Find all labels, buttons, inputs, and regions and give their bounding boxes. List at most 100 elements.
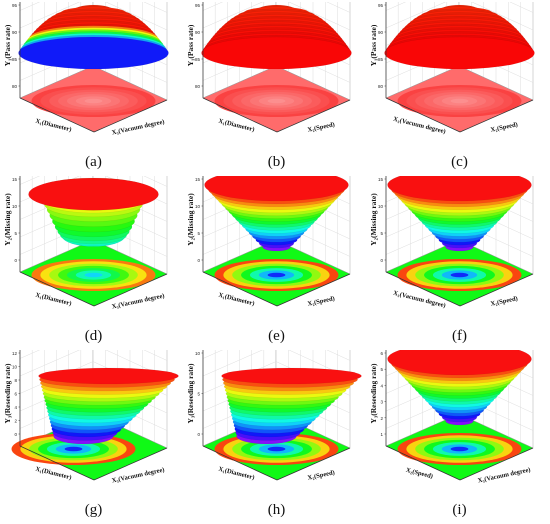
- panel-caption: (a): [85, 154, 102, 170]
- x-axis-title: X₁(Diameter): [218, 466, 256, 482]
- floor-contour: [385, 65, 534, 133]
- z-tick-label: 0: [197, 258, 200, 263]
- z-tick-label: 1: [380, 432, 383, 437]
- floor-contour: [385, 239, 534, 307]
- z-axis-title: Y₁(Pass rate): [186, 24, 195, 66]
- floor-contour: [19, 239, 168, 307]
- x-axis-title: X₂(Speed): [405, 467, 433, 480]
- y-axis-title: X₂(Speed): [307, 469, 335, 482]
- z-tick-label: 10: [195, 351, 201, 356]
- z-tick-label: 10: [12, 365, 18, 370]
- axes: 0 5 10 15: [195, 176, 351, 307]
- panel-a: 80 85 90 95 Y₁(Pass rate) X₁(Diameter) X₃(Vacu…: [2, 2, 185, 176]
- x-axis-title: X₁(Diameter): [35, 292, 73, 308]
- axes: 80 85 90 95: [12, 2, 168, 133]
- z-tick-label: 0: [14, 258, 17, 263]
- floor-contour: [202, 239, 351, 307]
- z-tick-label: 5: [197, 392, 200, 397]
- response-surface: [28, 177, 159, 247]
- z-tick-label: 80: [195, 84, 201, 89]
- z-tick-label: 10: [12, 204, 18, 209]
- panel-caption: (i): [452, 502, 467, 518]
- response-surface: [204, 176, 349, 252]
- z-tick-label: 5: [380, 367, 383, 372]
- response-surface: [201, 4, 352, 70]
- z-tick-label: 4: [14, 405, 17, 410]
- panel-b: 80 85 90 95 Y₁(Pass rate) X₁(Diameter) X₂(Spee…: [185, 2, 368, 176]
- z-tick-label: 3: [380, 400, 383, 405]
- z-tick-label: 5: [197, 231, 200, 236]
- z-axis-title: Y₂(Missing rate): [369, 193, 378, 246]
- x-axis-title: X₁(Diameter): [218, 118, 256, 134]
- z-tick-label: 5: [380, 231, 383, 236]
- z-tick-label: 0: [380, 258, 383, 263]
- z-axis-title: Y₂(Missing rate): [186, 193, 195, 246]
- axes: 80 85 90 95: [378, 2, 534, 133]
- z-axis-title: Y₁(Pass rate): [3, 24, 12, 66]
- floor-contour: [385, 413, 534, 481]
- x-axis-title: X₁(Diameter): [218, 292, 256, 308]
- z-tick-label: 10: [378, 204, 384, 209]
- axes: 80 85 90 95: [195, 2, 351, 133]
- z-tick-label: 85: [195, 57, 201, 62]
- response-surface: [18, 4, 169, 70]
- panel-g: 0 2 4 6 8 10 12 Y₃(Reseeding rate) X₁(Diameter) X…: [2, 350, 185, 524]
- x-axis-title: X₁(Diameter): [35, 466, 73, 482]
- z-tick-label: 95: [12, 3, 18, 8]
- z-tick-label: 85: [12, 57, 18, 62]
- response-surface: [221, 367, 362, 445]
- response-surface: [384, 4, 535, 70]
- z-axis-title: Y₃(Reseeding rate): [186, 363, 195, 423]
- y-axis-title: X₂(Speed): [307, 121, 335, 134]
- z-tick-label: 15: [195, 177, 201, 182]
- z-tick-label: 90: [378, 30, 384, 35]
- axes: 0 5 10: [195, 350, 351, 481]
- z-tick-label: 4: [380, 383, 383, 388]
- z-axis-title: Y₁(Pass rate): [369, 24, 378, 66]
- panel-d: 0 5 10 15 Y₂(Missing rate) X₁(Diameter) X₃(Vac…: [2, 176, 185, 350]
- response-surface: [38, 367, 179, 445]
- panel-caption: (b): [267, 154, 286, 170]
- z-tick-label: 10: [195, 204, 201, 209]
- panel-caption: (c): [451, 154, 468, 170]
- panel-h: 0 5 10 Y₃(Reseeding rate) X₁(Diameter) X₂(Spe…: [185, 350, 368, 524]
- floor-contour: [19, 65, 168, 133]
- floor-contour: [202, 65, 351, 133]
- z-axis-title: Y₃(Reseeding rate): [3, 363, 12, 423]
- axes: 0 5 10 15: [378, 176, 534, 307]
- surface-plot: 0 5 10 15 Y₂(Missing rate) X₁(Diameter) X₂(Spe…: [186, 176, 351, 308]
- response-surface: [387, 350, 532, 426]
- z-tick-label: 85: [378, 57, 384, 62]
- panel-caption: (f): [452, 328, 467, 344]
- z-axis-title: Y₃(Reseeding rate): [369, 363, 378, 423]
- z-tick-label: 8: [14, 378, 17, 383]
- z-tick-label: 0: [14, 432, 17, 437]
- floor-contour: [202, 413, 351, 481]
- response-surface: [387, 176, 532, 252]
- z-tick-label: 80: [378, 84, 384, 89]
- surface-plot: 0 5 10 Y₃(Reseeding rate) X₁(Diameter) X₂(Spe…: [186, 350, 362, 482]
- z-tick-label: 90: [12, 30, 18, 35]
- panel-c: 80 85 90 95 Y₁(Pass rate) X₃(Vacuum degree) X₂…: [368, 2, 550, 176]
- panel-i: 1 2 3 4 5 6 Y₃(Reseeding rate) X₂(Speed) X₃(Vacu…: [368, 350, 550, 524]
- panel-e: 0 5 10 15 Y₂(Missing rate) X₁(Diameter) X₂(Spe…: [185, 176, 368, 350]
- z-tick-label: 6: [380, 351, 383, 356]
- axes: 1 2 3 4 5 6: [380, 350, 534, 481]
- y-axis-title: X₂(Speed): [490, 121, 518, 134]
- z-tick-label: 2: [380, 416, 383, 421]
- z-tick-label: 15: [12, 177, 18, 182]
- z-tick-label: 2: [14, 419, 17, 424]
- z-tick-label: 5: [14, 231, 17, 236]
- axes: 0 5 10 15: [12, 176, 168, 307]
- z-tick-label: 6: [14, 392, 17, 397]
- axes: 0 2 4 6 8 10 12: [12, 350, 168, 481]
- z-tick-label: 90: [195, 30, 201, 35]
- z-tick-label: 0: [197, 432, 200, 437]
- z-axis-title: Y₂(Missing rate): [3, 193, 12, 246]
- panel-caption: (g): [84, 502, 103, 518]
